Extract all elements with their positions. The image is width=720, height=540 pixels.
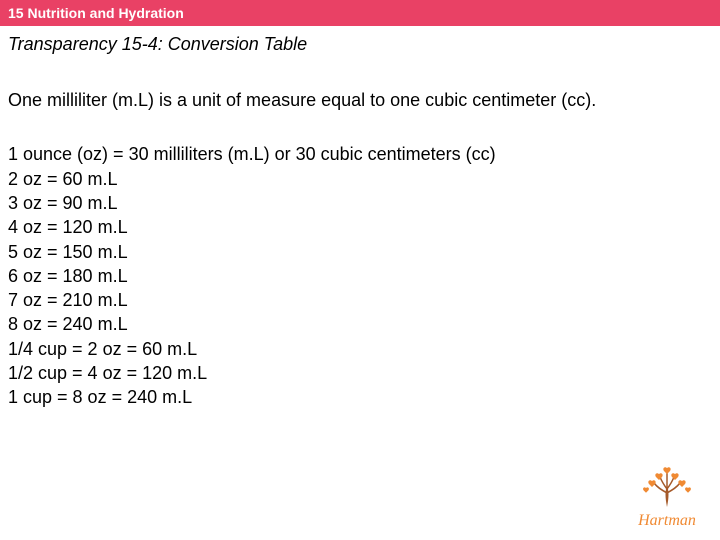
list-item: 1/4 cup = 2 oz = 60 m.L — [8, 337, 720, 361]
list-item: 1 cup = 8 oz = 240 m.L — [8, 385, 720, 409]
tree-hearts-icon — [632, 463, 702, 507]
list-item: 1 ounce (oz) = 30 milliliters (m.L) or 3… — [8, 142, 720, 166]
list-item: 7 oz = 210 m.L — [8, 288, 720, 312]
hartman-logo: Hartman — [632, 463, 702, 530]
transparency-subtitle: Transparency 15-4: Conversion Table — [8, 34, 720, 55]
list-item: 5 oz = 150 m.L — [8, 240, 720, 264]
conversion-list: 1 ounce (oz) = 30 milliliters (m.L) or 3… — [8, 142, 720, 409]
list-item: 6 oz = 180 m.L — [8, 264, 720, 288]
slide: 15 Nutrition and Hydration Transparency … — [0, 0, 720, 540]
chapter-header: 15 Nutrition and Hydration — [0, 0, 720, 26]
hartman-logo-text: Hartman — [632, 512, 702, 530]
intro-paragraph: One milliliter (m.L) is a unit of measur… — [8, 89, 648, 112]
list-item: 8 oz = 240 m.L — [8, 312, 720, 336]
list-item: 3 oz = 90 m.L — [8, 191, 720, 215]
list-item: 1/2 cup = 4 oz = 120 m.L — [8, 361, 720, 385]
list-item: 2 oz = 60 m.L — [8, 167, 720, 191]
list-item: 4 oz = 120 m.L — [8, 215, 720, 239]
